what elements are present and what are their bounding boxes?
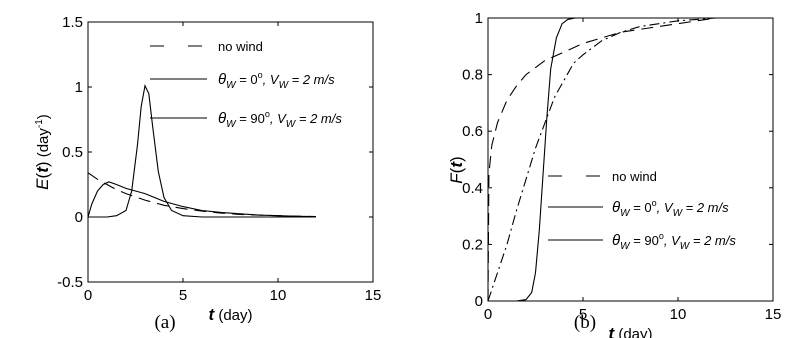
legend-sup: o [659,231,664,241]
y-tick-label: 0.8 [462,67,483,84]
legend-entry-label: θW = 0o, VW = 2 m/s [218,70,335,91]
legend-text: = 2 m/s [689,233,736,248]
y-tick-label: 1 [475,10,483,27]
y-axis-label: F(t) [447,156,466,183]
y-tick-label: 0 [75,209,83,226]
legend-text: , V [263,72,280,87]
y-tick-label: 0 [475,293,483,310]
legend-sup: o [265,109,270,119]
legend-sub: W [680,241,691,252]
legend-entry-label: θW = 90o, VW = 2 m/s [218,109,342,130]
legend-text: , V [657,200,674,215]
legend-sub: W [279,80,290,91]
legend-sub: W [226,80,237,91]
legend-entry-label: θW = 90o, VW = 2 m/s [612,231,736,252]
ylabel-var: t [33,166,52,173]
xlabel-var: t [608,324,615,338]
x-tick-label: 15 [365,287,382,304]
series-line-3 [488,17,716,302]
legend-theta: θ [612,232,620,249]
ylabel-paren: ) [447,156,466,162]
x-tick-label: 0 [484,306,492,323]
legend-sub: W [673,208,684,219]
x-tick-label: 10 [270,287,287,304]
ylabel-fn: F [447,172,466,184]
y-tick-label: 0.4 [462,180,483,197]
series-line-1 [87,172,317,218]
y-tick-label: 0.5 [62,144,83,161]
legend-theta: θ [218,110,226,127]
legend-sub: W [286,119,297,130]
x-tick-label: 10 [670,306,687,323]
xlabel-var: t [208,305,215,324]
ylabel-paren: ) [33,161,52,167]
legend-sup: o [652,198,657,208]
x-tick-label: 5 [579,306,587,323]
legend-text: , V [664,233,681,248]
legend-text: = 0 [630,200,652,215]
panel-caption: (a) [154,312,175,333]
axes-frame [87,21,374,283]
series-line-3 [88,83,316,218]
legend-text: , V [270,111,287,126]
ylabel-unit: (day [35,128,52,162]
legend-sub: W [620,208,631,219]
axes-frame [487,17,774,302]
ylabel-unit: ) [35,114,52,119]
ylabel-paren: ( [447,167,466,173]
ylabel-fn: E [33,178,52,190]
legend-text: = 2 m/s [288,72,335,87]
y-tick-label: 1 [75,79,83,96]
legend-sub: W [620,241,631,252]
y-tick-label: -0.5 [57,274,83,291]
ylabel-var: t [447,161,466,168]
legend-entry-label: θW = 0o, VW = 2 m/s [612,198,729,219]
legend-theta: θ [218,71,226,88]
x-axis-label: t (day) [208,305,252,324]
legend-sub: W [226,119,237,130]
legend-text: no wind [612,169,657,184]
legend-text: = 2 m/s [295,111,342,126]
legend-text: = 0 [236,72,258,87]
legend-text: no wind [218,39,263,54]
series-line-1 [487,17,717,302]
y-tick-label: 0.6 [462,123,483,140]
series-line-2 [487,17,717,302]
series-line-2 [87,181,317,218]
ylabel-paren: ( [33,172,52,178]
xlabel-unit: (day) [214,307,252,324]
x-tick-label: 15 [765,306,782,323]
legend-text: = 90 [236,111,265,126]
y-tick-label: 1.5 [62,14,83,31]
x-tick-label: 5 [179,287,187,304]
x-tick-label: 0 [84,287,92,304]
legend-entry-label: no wind [612,169,657,184]
legend-text: = 90 [630,233,659,248]
x-axis-label: t (day) [608,324,652,338]
legend-entry-label: no wind [218,39,263,54]
y-tick-label: 0.2 [462,236,483,253]
y-axis-label: E(t) (day-1) [33,114,52,190]
panel-caption: (b) [574,312,596,333]
legend-sup: o [258,70,263,80]
ylabel-sup: -1 [34,119,45,128]
xlabel-unit: (day) [614,326,652,338]
legend-theta: θ [612,199,620,216]
legend-text: = 2 m/s [682,200,729,215]
